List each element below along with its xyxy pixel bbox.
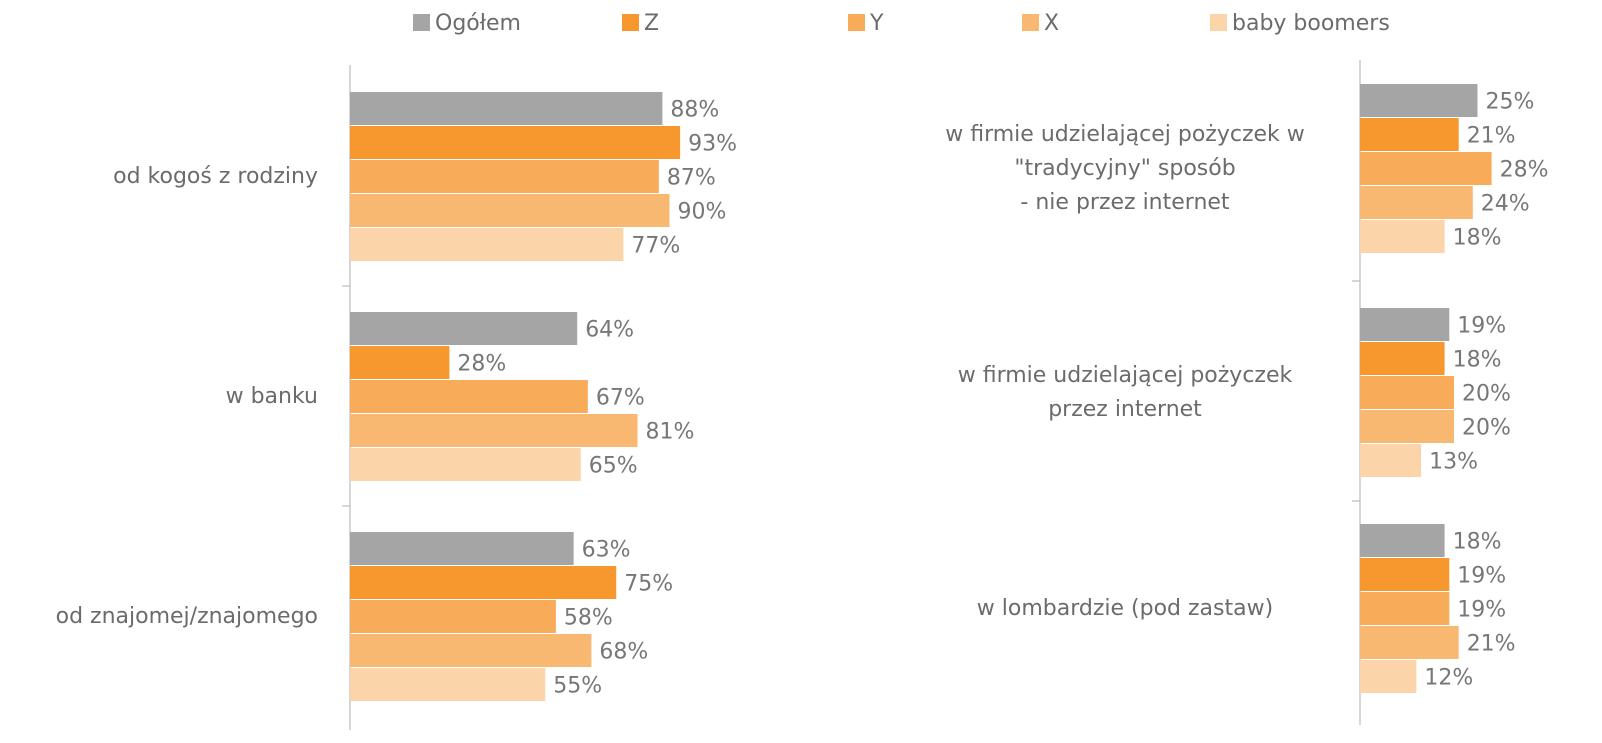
bar	[1360, 376, 1454, 409]
bar	[1360, 84, 1478, 117]
legend-label: Z	[644, 11, 659, 36]
legend-swatch	[848, 14, 865, 31]
category-label: od znajomej/znajomego	[56, 604, 318, 629]
bar	[350, 194, 670, 227]
value-label: 58%	[564, 606, 613, 631]
legend-label: Ogółem	[435, 11, 521, 36]
category-label: w firmie udzielającej pożyczek	[958, 363, 1293, 388]
legend-label: Y	[869, 11, 884, 36]
category-label: w banku	[226, 384, 318, 409]
value-label: 87%	[667, 166, 716, 191]
bar	[350, 668, 546, 701]
bar	[350, 126, 681, 159]
bar	[350, 228, 624, 261]
bar	[350, 532, 574, 565]
bar	[350, 92, 663, 125]
category-label: w lombardzie (pod zastaw)	[977, 596, 1273, 621]
value-label: 19%	[1457, 564, 1506, 589]
value-label: 12%	[1424, 666, 1473, 691]
value-label: 24%	[1481, 192, 1530, 217]
bar	[1360, 524, 1445, 557]
value-label: 81%	[646, 420, 695, 445]
value-label: 25%	[1486, 90, 1535, 115]
value-label: 19%	[1457, 598, 1506, 623]
legend-swatch	[413, 14, 430, 31]
legend-label: X	[1044, 11, 1059, 36]
bar	[350, 600, 556, 633]
value-label: 75%	[624, 572, 673, 597]
value-label: 18%	[1453, 348, 1502, 373]
category-label: w firmie udzielającej pożyczek w	[945, 122, 1305, 147]
legend-swatch	[622, 14, 639, 31]
value-label: 20%	[1462, 382, 1511, 407]
bar	[350, 312, 578, 345]
bar	[350, 634, 592, 667]
value-label: 65%	[589, 454, 638, 479]
bar	[350, 414, 638, 447]
value-label: 93%	[688, 132, 737, 157]
value-label: 28%	[457, 352, 506, 377]
bar	[1360, 558, 1450, 591]
bar	[1360, 592, 1450, 625]
value-label: 21%	[1467, 632, 1516, 657]
bar	[350, 566, 617, 599]
value-label: 18%	[1453, 530, 1502, 555]
value-label: 28%	[1500, 158, 1549, 183]
value-label: 63%	[582, 538, 631, 563]
value-label: 21%	[1467, 124, 1516, 149]
bar	[1360, 626, 1459, 659]
legend-swatch	[1022, 14, 1039, 31]
bar	[350, 346, 450, 379]
legend-label: baby boomers	[1232, 11, 1390, 36]
category-label: przez internet	[1048, 397, 1202, 422]
category-label: od kogoś z rodziny	[113, 164, 318, 189]
bar	[350, 448, 581, 481]
bar	[1360, 220, 1445, 253]
bar	[1360, 410, 1454, 443]
value-label: 77%	[631, 234, 680, 259]
value-label: 88%	[670, 98, 719, 123]
value-label: 20%	[1462, 416, 1511, 441]
category-label: - nie przez internet	[1020, 190, 1230, 215]
value-label: 68%	[599, 640, 648, 665]
value-label: 13%	[1429, 450, 1478, 475]
value-label: 18%	[1453, 226, 1502, 251]
bar	[350, 380, 588, 413]
bar	[350, 160, 659, 193]
bar	[1360, 660, 1417, 693]
legend-swatch	[1210, 14, 1227, 31]
value-label: 90%	[678, 200, 727, 225]
value-label: 67%	[596, 386, 645, 411]
bar	[1360, 342, 1445, 375]
value-label: 64%	[585, 318, 634, 343]
value-label: 55%	[553, 674, 602, 699]
bar	[1360, 308, 1450, 341]
bar	[1360, 118, 1459, 151]
bar	[1360, 152, 1492, 185]
bar	[1360, 444, 1422, 477]
value-label: 19%	[1457, 314, 1506, 339]
bar	[1360, 186, 1473, 219]
category-label: "tradycyjny" sposób	[1014, 156, 1235, 181]
